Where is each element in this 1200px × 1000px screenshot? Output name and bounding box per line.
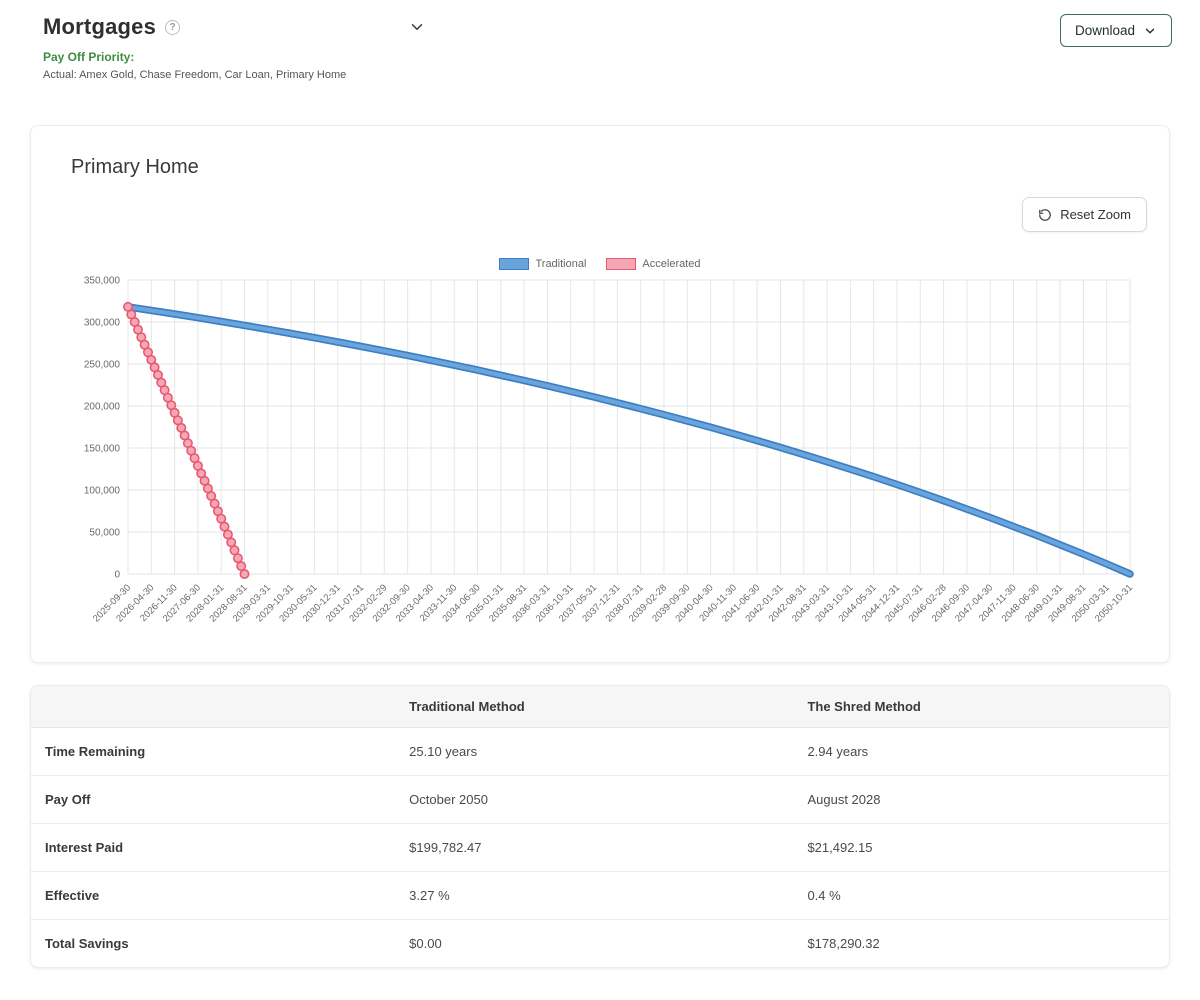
table-row: Effective 3.27 % 0.4 % <box>31 871 1169 920</box>
table-row: Total Savings $0.00 $178,290.32 <box>31 920 1169 968</box>
chart-area[interactable]: 0 50,000 100,000 150,000 200,000 250,000 300,0… <box>31 272 1169 644</box>
row-label: Pay Off <box>31 775 396 824</box>
traditional-value: October 2050 <box>395 775 794 824</box>
payoff-priority-value: Actual: Amex Gold, Chase Freedom, Car Lo… <box>43 69 347 81</box>
payoff-priority-label: Pay Off Priority: <box>43 50 135 64</box>
traditional-value: 25.10 years <box>395 727 794 776</box>
row-label: Total Savings <box>45 936 129 951</box>
header-cell-shred: The Shred Method <box>793 686 1169 728</box>
row-label: Time Remaining <box>31 727 396 776</box>
header-cell-empty <box>31 686 396 728</box>
shred-value: 2.94 years <box>793 727 1169 776</box>
payoff-priority: Pay Off Priority: Actual: Amex Gold, Cha… <box>43 50 426 81</box>
svg-text:150,000: 150,000 <box>84 444 121 455</box>
svg-text:250,000: 250,000 <box>84 360 121 371</box>
table-row: Time Remaining 25.10 years 2.94 years <box>31 727 1169 776</box>
legend-label: Accelerated <box>642 258 701 270</box>
header-left: Mortgages ? Pay Off Priority: Actual: Am… <box>43 14 426 81</box>
chart-card: Primary Home Reset Zoom Traditional Accel… <box>30 125 1170 663</box>
svg-text:100,000: 100,000 <box>84 486 121 497</box>
chevron-down-icon <box>1143 24 1157 38</box>
svg-text:350,000: 350,000 <box>84 276 121 287</box>
reset-zoom-button[interactable]: Reset Zoom <box>1022 197 1147 232</box>
page-title: Mortgages <box>43 14 157 39</box>
legend-item-accelerated[interactable]: Accelerated <box>606 258 701 270</box>
shred-value: $178,290.32 <box>807 936 880 951</box>
reset-zoom-label: Reset Zoom <box>1060 207 1131 222</box>
table-row: Pay Off October 2050 August 2028 <box>31 775 1169 824</box>
download-button[interactable]: Download <box>1059 14 1172 47</box>
comparison-table-card: Traditional Method The Shred Method Time… <box>30 685 1170 968</box>
svg-text:200,000: 200,000 <box>84 402 121 413</box>
legend-label: Traditional <box>535 258 587 270</box>
table-row: Interest Paid $199,782.47 $21,492.15 <box>31 823 1169 872</box>
row-label: Effective <box>31 871 396 920</box>
svg-text:50,000: 50,000 <box>89 528 120 539</box>
reset-zoom-icon <box>1038 208 1052 222</box>
shred-value: $21,492.15 <box>793 823 1169 872</box>
traditional-value: 3.27 % <box>395 871 794 920</box>
traditional-value: $0.00 <box>409 936 442 951</box>
chart-legend: Traditional Accelerated <box>31 258 1169 270</box>
download-label: Download <box>1074 23 1135 38</box>
row-label: Interest Paid <box>31 823 396 872</box>
svg-text:300,000: 300,000 <box>84 318 121 329</box>
legend-swatch <box>499 258 530 270</box>
mortgages-dropdown-chevron-icon[interactable] <box>408 18 426 36</box>
comparison-table: Traditional Method The Shred Method Time… <box>31 686 1169 967</box>
header-cell-traditional: Traditional Method <box>395 686 794 728</box>
shred-value: 0.4 % <box>793 871 1169 920</box>
legend-swatch <box>606 258 637 270</box>
shred-value: August 2028 <box>793 775 1169 824</box>
payoff-line-chart[interactable]: 0 50,000 100,000 150,000 200,000 250,000 300,0… <box>50 272 1150 644</box>
help-icon[interactable]: ? <box>165 19 181 35</box>
legend-item-traditional[interactable]: Traditional <box>499 258 586 270</box>
chart-title: Primary Home <box>71 156 199 178</box>
header: Mortgages ? Pay Off Priority: Actual: Am… <box>0 0 1200 81</box>
table-header-row: Traditional Method The Shred Method <box>31 686 1169 728</box>
traditional-value: $199,782.47 <box>395 823 794 872</box>
svg-text:0: 0 <box>114 570 120 581</box>
